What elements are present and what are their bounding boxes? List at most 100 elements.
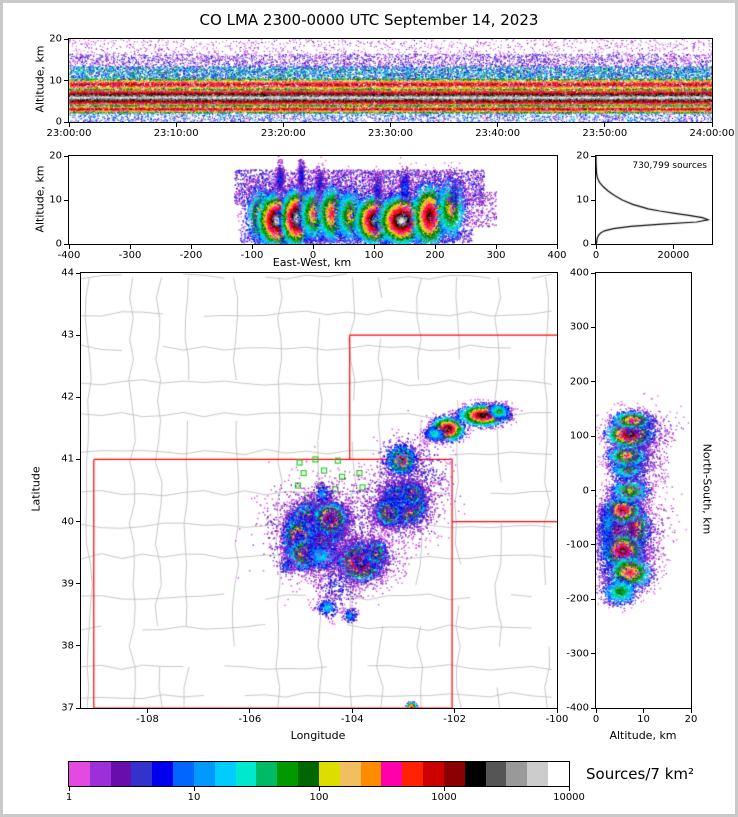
y-tick-label: 44	[61, 267, 74, 279]
x-tick-mark	[129, 245, 131, 249]
y-tick-mark	[591, 155, 595, 157]
y-tick-label: 20	[49, 150, 62, 162]
y-tick-mark	[591, 435, 595, 437]
colorbar-color-block	[485, 762, 507, 786]
x-tick-mark	[312, 245, 314, 249]
y-tick-mark	[76, 645, 80, 647]
y-tick-mark	[64, 121, 68, 123]
colorbar-color-block	[298, 762, 319, 786]
x-tick-label: -200	[179, 250, 203, 261]
x-tick-label: -104	[340, 714, 364, 725]
colorbar-color-block	[506, 762, 528, 786]
colorbar-color-block	[131, 762, 153, 786]
x-tick-mark	[190, 245, 192, 249]
panel-north-south-height: 0 10 20 -400 -300 -200 -100 0 100 200 300 400	[566, 268, 697, 726]
y-tick-label: 0	[582, 485, 589, 496]
colorbar-tick-label: 100	[309, 792, 329, 803]
y-tick-mark	[591, 598, 595, 600]
x-tick-label: 23:20:00	[260, 128, 306, 139]
y-tick-mark	[64, 155, 68, 157]
y-tick-label: 200	[569, 376, 589, 388]
colorbar-color-block	[402, 762, 424, 786]
x-tick-mark	[604, 123, 606, 127]
east-west-panel-xlabel: East-West, km	[272, 256, 352, 269]
colorbar-tick-label: 10	[187, 792, 201, 803]
x-tick-label: 20	[684, 714, 698, 725]
colorbar-color-block	[360, 762, 382, 786]
colorbar-color-block	[235, 762, 257, 786]
y-tick-label: 0	[55, 238, 62, 250]
y-tick-label: 38	[61, 640, 74, 652]
y-tick-label: 20	[576, 150, 589, 162]
colorbar-color-block	[214, 762, 236, 786]
x-tick-label: -400	[57, 250, 81, 261]
y-tick-label: 20	[49, 33, 62, 45]
y-tick-mark	[76, 458, 80, 460]
x-tick-label: 100	[364, 250, 384, 261]
colorbar-color-block	[193, 762, 215, 786]
x-tick-mark	[175, 123, 177, 127]
colorbar-color-block	[464, 762, 486, 786]
altitude-histogram-canvas	[596, 156, 712, 244]
y-tick-label: 41	[61, 453, 74, 465]
y-tick-mark	[76, 707, 80, 709]
y-tick-label: 300	[569, 321, 589, 333]
y-tick-mark	[76, 583, 80, 585]
panel-time-height: 23:00:00 23:10:00 23:20:00 23:30:00 23:40:00…	[47, 34, 735, 140]
y-tick-mark	[64, 80, 68, 81]
x-tick-mark	[454, 709, 456, 713]
x-tick-mark	[68, 123, 70, 127]
x-tick-mark	[373, 245, 375, 249]
x-tick-label: 23:40:00	[475, 128, 521, 139]
y-tick-label: 10	[49, 194, 62, 206]
colorbar-color-block	[423, 762, 444, 786]
time-height-density-canvas	[69, 39, 712, 122]
colorbar-color-block	[381, 762, 403, 786]
east-west-panel-ylabel: Altitude, km	[33, 165, 47, 233]
x-tick-label: 0	[592, 714, 600, 725]
y-tick-label: 0	[582, 238, 589, 250]
colorbar-color-block	[110, 762, 132, 786]
x-tick-mark	[147, 709, 149, 713]
x-tick-label: 20000	[657, 250, 690, 261]
y-tick-mark	[591, 272, 595, 274]
y-tick-label: 400	[569, 267, 589, 279]
x-tick-mark	[251, 245, 253, 249]
x-tick-label: 23:00:00	[46, 128, 92, 139]
y-tick-label: -400	[566, 702, 589, 714]
colorbar-color-block	[339, 762, 361, 786]
x-tick-label: 24:00:00	[689, 128, 735, 139]
x-tick-mark	[595, 245, 597, 249]
y-tick-label: 40	[61, 516, 74, 528]
x-tick-mark	[595, 709, 597, 713]
y-tick-label: 39	[61, 578, 74, 590]
colorbar-tick-mark	[68, 787, 70, 791]
colorbar-tick-mark	[568, 787, 570, 791]
x-tick-label: 23:10:00	[153, 128, 199, 139]
y-tick-mark	[76, 396, 80, 398]
y-tick-mark	[591, 707, 595, 709]
north-south-height-density-canvas	[596, 273, 691, 708]
y-tick-label: -100	[566, 539, 589, 551]
y-tick-mark	[76, 521, 80, 523]
x-tick-label: 0	[309, 250, 317, 261]
map-xlabel: Longitude	[290, 729, 346, 742]
y-tick-mark	[591, 653, 595, 655]
y-tick-mark	[64, 199, 68, 201]
y-tick-label: 10	[576, 194, 589, 206]
y-tick-mark	[591, 490, 595, 491]
y-tick-label: 10	[49, 75, 62, 86]
colorbar-color-block	[89, 762, 111, 786]
colorbar-color-block	[443, 762, 465, 786]
panel-plan-view-map: -108 -106 -104 -102 -100 37 38 39 40 41 42 43 44	[61, 268, 568, 726]
colorbar: 1 10 100 1000 10000	[66, 761, 585, 803]
colorbar-tick-label: 1	[65, 792, 73, 803]
colorbar-label: Sources/7 km²	[586, 765, 695, 783]
y-tick-mark	[76, 272, 80, 274]
y-tick-label: 37	[61, 702, 74, 714]
colorbar-color-block	[527, 762, 549, 786]
colorbar-color-block	[277, 762, 299, 786]
x-tick-label: -100	[240, 250, 264, 261]
north-south-panel-xlabel: Altitude, km	[609, 729, 677, 742]
